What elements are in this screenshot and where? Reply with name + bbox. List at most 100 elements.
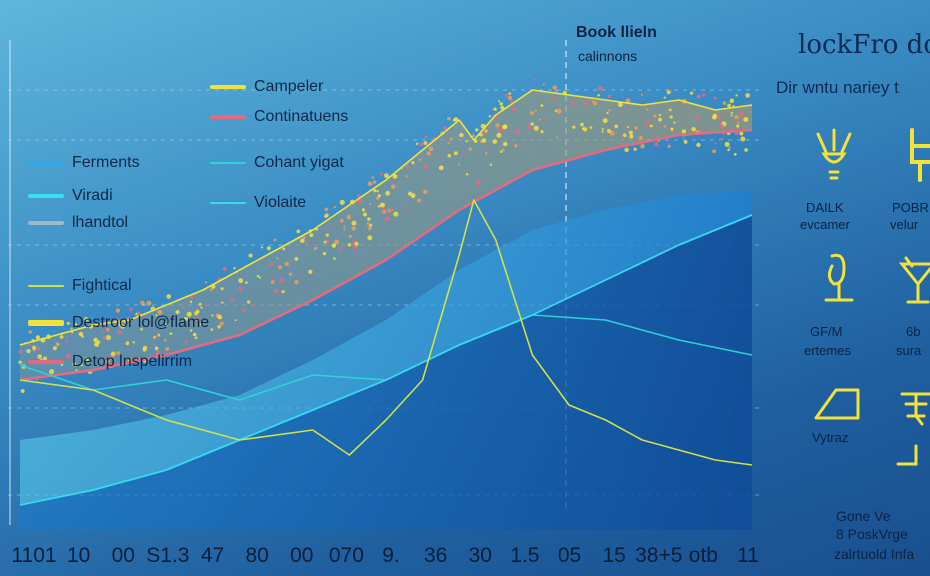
scatter-dot	[117, 330, 122, 335]
scatter-dot	[552, 85, 558, 90]
scatter-dot	[368, 202, 371, 205]
scatter-dot	[66, 321, 70, 325]
scatter-dot	[222, 266, 227, 272]
scatter-dot	[667, 144, 671, 148]
icon-label: evcamer	[800, 217, 850, 232]
icon-label: POBR	[892, 200, 929, 215]
scatter-dot	[328, 226, 332, 229]
scatter-dot	[238, 278, 244, 284]
scatter-dot	[465, 172, 469, 176]
scatter-dot	[668, 108, 672, 112]
scatter-dot	[493, 107, 497, 111]
scatter-dot	[587, 100, 591, 103]
scatter-dot	[696, 94, 701, 99]
scatter-dot	[744, 148, 748, 152]
scatter-dot	[130, 357, 134, 361]
scatter-dot	[712, 115, 717, 120]
scatter-dot	[118, 322, 123, 327]
scatter-dot	[175, 309, 180, 315]
scatter-dot	[718, 123, 724, 129]
scatter-dot	[538, 118, 542, 121]
scatter-dot	[70, 327, 73, 330]
scatter-dot	[591, 100, 595, 103]
scatter-dot	[93, 337, 98, 343]
scatter-dot	[351, 226, 357, 231]
scatter-dot	[681, 129, 687, 134]
scatter-dot	[66, 353, 71, 359]
scatter-dot	[260, 246, 264, 249]
scatter-dot	[501, 148, 505, 152]
scatter-dot	[153, 335, 156, 339]
scatter-dot	[622, 133, 627, 138]
scatter-dot	[428, 146, 434, 152]
scatter-dot	[125, 341, 130, 346]
scatter-dot	[361, 208, 366, 212]
scatter-dot	[18, 349, 23, 354]
icon-label: Vytraz	[812, 430, 849, 445]
scatter-dot	[426, 151, 432, 156]
scatter-dot	[116, 351, 121, 355]
scatter-dot	[192, 332, 197, 337]
scatter-dot	[190, 295, 194, 299]
scatter-dot	[356, 194, 361, 198]
scatter-dot	[140, 300, 145, 306]
scatter-dot	[572, 125, 576, 129]
scatter-dot	[438, 165, 444, 171]
scatter-dot	[294, 280, 299, 285]
scatter-dot	[369, 223, 373, 227]
scatter-dot	[146, 300, 152, 306]
x-tick-label: S1.3	[146, 544, 189, 567]
scatter-dot	[505, 93, 509, 98]
scatter-dot	[189, 329, 193, 332]
scatter-dot	[423, 164, 428, 169]
legend-swatch	[28, 320, 64, 326]
x-tick-label: 36	[424, 544, 447, 567]
scatter-dot	[473, 139, 478, 143]
x-tick-label: otb	[689, 544, 718, 567]
scatter-dot	[597, 93, 600, 97]
scatter-dot	[447, 141, 450, 145]
scatter-dot	[447, 116, 451, 121]
scatter-dot	[183, 316, 188, 321]
legend-label: Continatuens	[254, 108, 349, 125]
scatter-dot	[739, 131, 744, 136]
scatter-dot	[110, 351, 116, 357]
legend-swatch	[28, 360, 64, 364]
scatter-dot	[624, 147, 629, 153]
scatter-dot	[488, 115, 492, 118]
scatter-dot	[204, 281, 208, 284]
scatter-dot	[500, 105, 505, 110]
legend-swatch	[210, 202, 246, 204]
scatter-dot	[508, 92, 512, 95]
scatter-dot	[540, 130, 544, 134]
scatter-dot	[489, 163, 493, 166]
scatter-dot	[244, 281, 248, 285]
scatter-dot	[49, 369, 55, 375]
scatter-dot	[617, 102, 623, 108]
scatter-dot	[333, 205, 336, 209]
scatter-dot	[589, 126, 593, 129]
scatter-dot	[627, 126, 630, 129]
scatter-dot	[634, 126, 638, 130]
scatter-dot	[367, 181, 373, 187]
scatter-dot	[390, 184, 396, 190]
scatter-dot	[423, 189, 428, 195]
scatter-dot	[115, 308, 121, 313]
scatter-dot	[728, 146, 731, 149]
scatter-dot	[468, 147, 473, 151]
scatter-dot	[654, 141, 659, 147]
scatter-dot	[437, 157, 440, 160]
scatter-dot	[258, 276, 262, 279]
scatter-dot	[385, 190, 391, 196]
scatter-dot	[621, 135, 624, 139]
footer-line-1: Gone Ve	[836, 508, 891, 524]
scatter-dot	[33, 348, 36, 351]
scatter-dot	[405, 206, 408, 209]
scatter-dot	[658, 113, 662, 117]
scatter-dot	[79, 362, 83, 367]
scatter-dot	[459, 132, 464, 138]
scatter-dot	[607, 94, 612, 98]
scatter-dot	[498, 127, 503, 133]
x-tick-label: 1.5	[510, 544, 539, 567]
